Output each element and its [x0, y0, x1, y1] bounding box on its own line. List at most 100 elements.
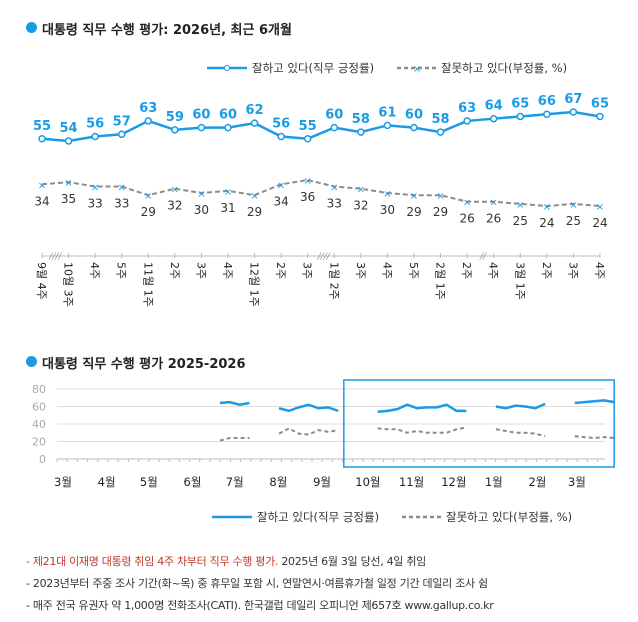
x-tick-label: 9월: [313, 475, 331, 489]
disapprove-label: 36: [300, 190, 315, 204]
approve-point: [144, 117, 153, 125]
disapprove-label: 29: [247, 205, 262, 219]
disapprove-segment: [278, 427, 339, 436]
x-tick-label: 11월 1주: [141, 262, 154, 307]
x-tick-label: 12월 1주: [248, 262, 261, 307]
approve-point: [357, 128, 365, 136]
approve-label: 59: [166, 110, 184, 125]
disapprove-label: 25: [513, 214, 528, 228]
approve-point: [171, 126, 179, 134]
disapprove-point: ×: [118, 183, 126, 194]
disapprove-point: ×: [91, 183, 99, 194]
approve-label: 60: [219, 108, 237, 123]
approve-label: 60: [325, 108, 343, 123]
x-tick-label: 4월: [98, 475, 116, 489]
disapprove-label: 34: [273, 194, 288, 208]
approve-point: [489, 114, 498, 123]
disapprove-point: ×: [224, 187, 232, 198]
x-tick-label: 2월 1주: [434, 262, 447, 300]
disapprove-point: ×: [596, 202, 604, 213]
disapprove-segment: [574, 435, 615, 440]
y-tick-label: 0: [39, 453, 46, 466]
approve-point: [303, 135, 312, 143]
x-tick-label: 4주: [593, 262, 606, 279]
x-tick-label: 2월: [528, 475, 546, 489]
x-tick-label: 5주: [115, 262, 128, 279]
approve-label: 64: [485, 99, 503, 114]
x-tick-label: 3주: [566, 262, 579, 279]
approve-point: [596, 112, 604, 121]
title-bullet-icon: [26, 356, 37, 367]
approve-label: 63: [458, 101, 476, 116]
disapprove-point: ×: [197, 189, 205, 200]
note-2: - 2023년부터 주중 조사 기간(화~목) 중 휴무일 포함 시, 연말연시…: [26, 575, 488, 591]
chart1-title: 대통령 직무 수행 평가: 2026년, 최근 6개월: [42, 23, 292, 38]
x-tick-label: 11월: [399, 475, 424, 489]
note-3: - 매주 전국 유권자 약 1,000명 전화조사(CATI). 한국갤럽 데일…: [26, 597, 494, 613]
disapprove-point: ×: [144, 191, 152, 202]
disapprove-label: 29: [406, 205, 421, 219]
approve-point: [64, 137, 73, 145]
x-tick-label: 2주: [168, 262, 181, 279]
legend-disapprove-marker: ×: [413, 64, 421, 75]
approve-point: [410, 123, 418, 132]
disapprove-label: 33: [114, 197, 129, 211]
note-text: - 2023년부터 주중 조사 기간(화~목) 중 휴무일 포함 시, 연말연시…: [26, 577, 488, 590]
disapprove-point: ×: [569, 200, 577, 211]
legend-approve-label: 잘하고 있다(직무 긍정률): [252, 61, 374, 75]
approve-label: 56: [86, 117, 104, 132]
approve-segment: [219, 400, 250, 407]
disapprove-label: 30: [380, 203, 395, 217]
approve-segment: [377, 403, 467, 413]
disapprove-label: 29: [141, 205, 156, 219]
note-1: - 제21대 이재명 대통령 취임 4주 차부터 직무 수행 평가. 2025년…: [26, 553, 426, 569]
x-tick-label: 9월 4주: [35, 262, 48, 300]
disapprove-label: 32: [167, 199, 182, 213]
disapprove-segment: [377, 426, 467, 434]
disapprove-label: 29: [433, 205, 448, 219]
x-tick-label: 3월: [54, 475, 72, 489]
chart2-title: 대통령 직무 수행 평가 2025-2026: [42, 357, 246, 372]
approve-label: 65: [591, 96, 609, 111]
approve-label: 55: [33, 119, 51, 134]
disapprove-point: ×: [64, 178, 72, 189]
disapprove-point: ×: [304, 176, 312, 187]
y-tick-label: 40: [32, 418, 46, 431]
legend-disapprove-label: 잘못하고 있다(부정률, %): [446, 510, 572, 524]
title-bullet-icon: [26, 22, 37, 33]
disapprove-point: ×: [410, 191, 418, 202]
disapprove-point: ×: [489, 198, 497, 209]
approve-label: 56: [272, 117, 290, 132]
legend-approve-marker: [224, 65, 230, 71]
disapprove-label: 26: [486, 212, 501, 226]
approve-label: 60: [192, 108, 210, 123]
x-tick-label: 8월: [269, 475, 287, 489]
disapprove-line: [41, 178, 601, 208]
approve-point: [91, 132, 99, 141]
disapprove-point: ×: [38, 180, 46, 191]
disapprove-label: 25: [566, 214, 581, 228]
x-tick-label: 3주: [354, 262, 367, 279]
approve-label: 62: [246, 103, 264, 118]
disapprove-point: ×: [277, 180, 285, 191]
approve-point: [330, 123, 339, 132]
approve-segment: [278, 403, 339, 413]
x-tick-label: 3주: [194, 262, 207, 279]
x-tick-label: 10월 3주: [62, 262, 75, 307]
disapprove-segment: [219, 437, 250, 442]
approve-point: [250, 119, 259, 127]
disapprove-point: ×: [330, 183, 338, 194]
approve-label: 57: [113, 114, 131, 129]
x-tick-label: 12월: [441, 475, 466, 489]
x-tick-label: 3주: [301, 262, 314, 279]
x-tick-label: 5월: [140, 475, 158, 489]
x-tick-label: 4주: [88, 262, 101, 279]
approve-label: 65: [511, 96, 529, 111]
x-tick-label: 4주: [380, 262, 393, 279]
x-tick-label: 1월: [485, 475, 503, 489]
axis-break: ////: [48, 252, 62, 262]
y-tick-label: 60: [32, 401, 46, 414]
disapprove-point: ×: [436, 191, 444, 202]
approve-label: 61: [378, 105, 396, 120]
